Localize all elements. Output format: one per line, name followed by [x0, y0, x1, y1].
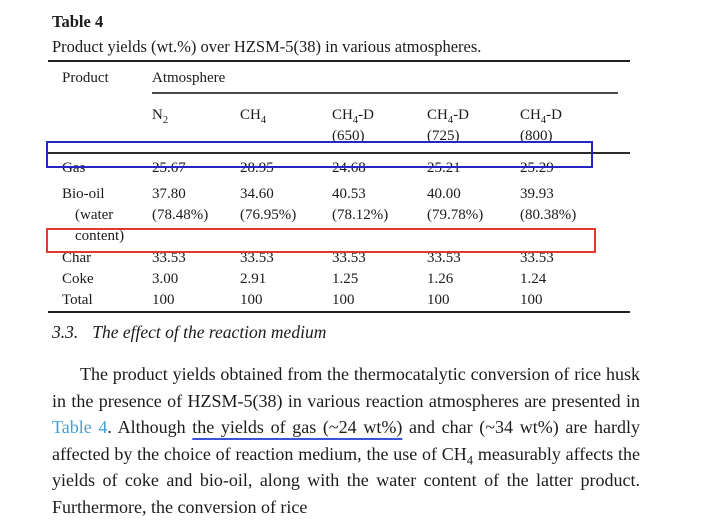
- column-header-1: CH4: [240, 100, 332, 154]
- column-header-row: N2 CH4 CH4-D (650) CH4-D (725) CH4-D (800): [48, 100, 631, 154]
- value-cell: 33.53: [427, 250, 461, 266]
- column-header-spacer: [48, 100, 152, 154]
- paragraph-text: . Although: [107, 417, 193, 437]
- value-cell: 33.53: [240, 250, 274, 266]
- results-table: Product Atmosphere N2 CH4 CH4-D (650) CH4-D(…: [48, 60, 631, 313]
- product-column-header: Product: [62, 70, 109, 86]
- value-cell: 37.80 (78.48%): [152, 186, 209, 223]
- value-cell: 33.53: [520, 250, 554, 266]
- table-row-total: Total 100 100 100 100 100: [48, 290, 630, 312]
- value-cell: 33.53: [152, 250, 186, 266]
- value-cell: 1.26: [427, 271, 454, 287]
- value-cell: 2.91: [240, 271, 267, 287]
- section-title: The effect of the reaction medium: [92, 322, 327, 342]
- product-cell: Total: [62, 292, 93, 308]
- column-header-3: CH4-D (725): [427, 100, 520, 154]
- value-cell: 40.53 (78.12%): [332, 186, 389, 223]
- table-row-biooil: Bio-oil (water content) 37.80 (78.48%) 34.60(…: [48, 184, 630, 247]
- group-header-row: Product Atmosphere: [48, 61, 630, 100]
- value-cell: 3.00: [152, 271, 179, 287]
- table-caption-block: Table 4 Product yields (wt.%) over HZSM-…: [52, 9, 642, 60]
- results-table-container: Product Atmosphere N2 CH4 CH4-D (650) CH4-D(…: [46, 60, 631, 313]
- table-row-gas: Gas 25.67 28.95 24.68 25.21 25.29: [48, 153, 630, 184]
- body-paragraph: The product yields obtained from the the…: [52, 361, 640, 520]
- value-cell: 1.25: [332, 271, 359, 287]
- column-header-0: N2: [152, 100, 240, 154]
- value-cell: 1.24: [520, 271, 547, 287]
- value-cell: 28.95: [240, 160, 274, 176]
- table-title: Table 4: [52, 12, 104, 31]
- product-cell: Gas: [62, 160, 86, 176]
- table-row-coke: Coke 3.00 2.91 1.25 1.26 1.24: [48, 269, 630, 290]
- value-cell: 100: [520, 292, 543, 308]
- column-header-4: CH4-D (800): [520, 100, 631, 154]
- value-cell: 39.93 (80.38%): [520, 186, 577, 223]
- value-cell: 34.60 (76.95%): [240, 186, 297, 223]
- value-cell: 100: [240, 292, 263, 308]
- value-cell: 25.29: [520, 160, 554, 176]
- table-4-link[interactable]: Table 4: [52, 417, 108, 437]
- table-caption: Product yields (wt.%) over HZSM-5(38) in…: [52, 37, 482, 56]
- paragraph-text: The product yields obtained from the the…: [52, 364, 640, 411]
- value-cell: 100: [332, 292, 355, 308]
- atmosphere-group-header: Atmosphere: [152, 70, 226, 86]
- atmosphere-header-rule: [152, 92, 618, 94]
- value-cell: 40.00 (79.78%): [427, 186, 484, 223]
- column-header-2: CH4-D (650): [332, 100, 427, 154]
- value-cell: 100: [152, 292, 175, 308]
- product-cell: Char: [62, 250, 92, 266]
- section-number: 3.3.: [52, 322, 79, 342]
- section-heading: 3.3. The effect of the reaction medium: [52, 320, 326, 344]
- underlined-annotation-text: the yields of gas (~24 wt%): [192, 417, 403, 437]
- table-body: Gas 25.67 28.95 24.68 25.21 25.29 Bio-oil (wate…: [48, 153, 630, 312]
- value-cell: 25.21: [427, 160, 461, 176]
- value-cell: 24.68: [332, 160, 366, 176]
- paragraph-text: and char (~34 wt%) are hardly affected b…: [52, 417, 641, 517]
- product-cell: Bio-oil (water content): [62, 186, 125, 244]
- value-cell: 25.67: [152, 160, 186, 176]
- value-cell: 100: [427, 292, 450, 308]
- product-cell: Coke: [62, 271, 94, 287]
- value-cell: 33.53: [332, 250, 366, 266]
- table-row-char: Char 33.53 33.53 33.53 33.53 33.53: [48, 247, 630, 269]
